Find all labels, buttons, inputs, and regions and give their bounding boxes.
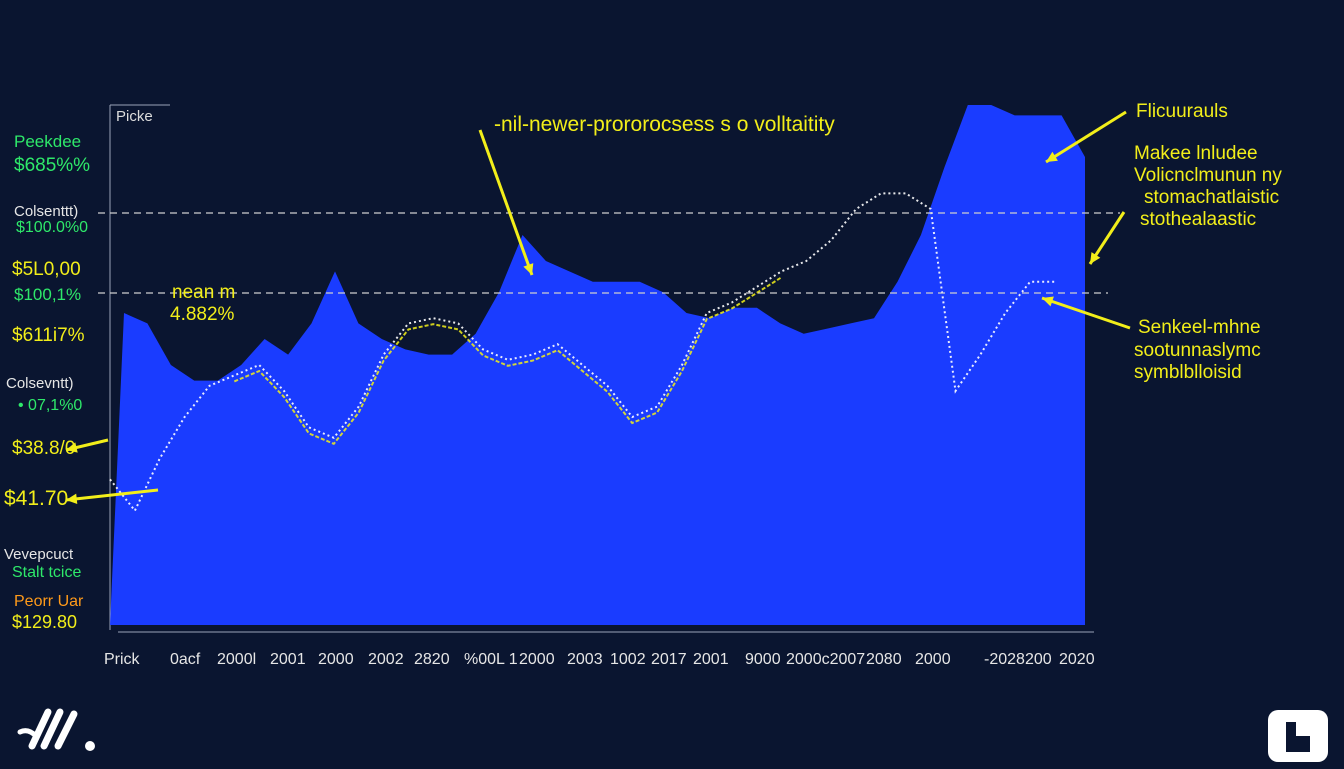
y-label-1-name: Colsenttt) (14, 203, 79, 220)
right-block1-line1: Makee lnludee (1134, 143, 1258, 164)
mean-annotation-value: 4.882% (170, 304, 235, 325)
right-top-arrow (1045, 110, 1127, 164)
y-label-0-value: $685%% (14, 155, 91, 176)
x-tick-label: Prick (104, 651, 140, 668)
right-block2-arrow (1041, 296, 1131, 330)
x-tick-label: 0acf (170, 651, 201, 668)
right-block2-line2: sootunnaslymc (1134, 340, 1261, 361)
x-tick-label: 2017 (651, 651, 687, 668)
x-tick-label: -2028 (984, 651, 1025, 668)
y-label-6-name: $41.70 (4, 487, 69, 510)
x-tick-label: 2820 (414, 651, 450, 668)
y-label-5-name: $38.8/0 (12, 438, 76, 459)
x-tick-label: 9000 (745, 651, 781, 668)
right-block1-line3: stomachatlaistic (1144, 187, 1280, 208)
plot-corner-label: Picke (116, 108, 153, 125)
trend-line-secondary (109, 192, 1055, 513)
y-label-0-name: Peekdee (14, 132, 82, 151)
title-arrow (478, 129, 534, 276)
plot-frame (109, 104, 1094, 633)
y-label-4-value: • 07,1%0 (18, 397, 83, 414)
y-label-1-value: $100.0%0 (16, 219, 89, 236)
right-block1-line2: Volicnclmunun ny (1134, 165, 1282, 186)
y-label-2-name: $5L0,00 (12, 259, 81, 280)
x-tick-label: 2000l (217, 651, 257, 668)
right-block1-line4: stothealaastic (1140, 209, 1257, 230)
trend-lines (109, 192, 1055, 513)
right-block2-line3: symblblloisid (1134, 362, 1242, 383)
left-arrow-2-head (66, 493, 78, 504)
x-tick-label: 2020 (1059, 651, 1095, 668)
title-arrow-head (523, 263, 534, 275)
volatility-spikes (113, 138, 1055, 588)
x-tick-label: 2000 (915, 651, 951, 668)
right-block1-arrow-head (1090, 252, 1101, 264)
left-arrow-1-head (66, 442, 78, 453)
mean-annotation-label: nean m (172, 282, 236, 303)
y-label-3-name: $611i7% (12, 325, 85, 346)
x-tick-label: 200 (1025, 651, 1052, 668)
y-label-8-value: $129.80 (12, 612, 78, 632)
x-tick-label: %00L 1 (464, 651, 518, 668)
x-tick-label: 2001 (270, 651, 306, 668)
brand-logo-left-icon (14, 702, 100, 759)
right-block2-line1: Senkeel-mhne (1138, 317, 1261, 338)
chart-title: -nil-newer-prororocsess s o volltaitity (494, 113, 835, 136)
y-label-7-name: Vevepcuct (4, 546, 74, 563)
x-tick-label: 2000 (519, 651, 555, 668)
x-tick-label: 1002 (610, 651, 646, 668)
x-tick-label: 2001 (693, 651, 729, 668)
x-tick-label: 2080 (866, 651, 902, 668)
y-label-8-name: Peorr Uar (14, 593, 84, 610)
x-tick-label: 2003 (567, 651, 603, 668)
left-arrow-2 (65, 488, 159, 502)
x-tick-label: 2000c2007 (786, 651, 866, 668)
trend-line-highlight (233, 276, 782, 446)
right-annotation-top: Flicuurauls (1136, 101, 1228, 122)
x-tick-label: 2002 (368, 651, 404, 668)
right-top-arrow-head (1046, 151, 1058, 162)
reference-lines (98, 212, 1120, 294)
y-label-2-value: $100,1% (14, 285, 82, 304)
y-label-4-name: Colsevntt) (6, 375, 74, 392)
annotation-arrows (65, 110, 1131, 504)
x-tick-label: 2000 (318, 651, 354, 668)
y-label-7-value: Stalt tcice (12, 564, 82, 581)
brand-logo-right-icon (1266, 708, 1330, 769)
right-block2-arrow-head (1042, 296, 1054, 307)
